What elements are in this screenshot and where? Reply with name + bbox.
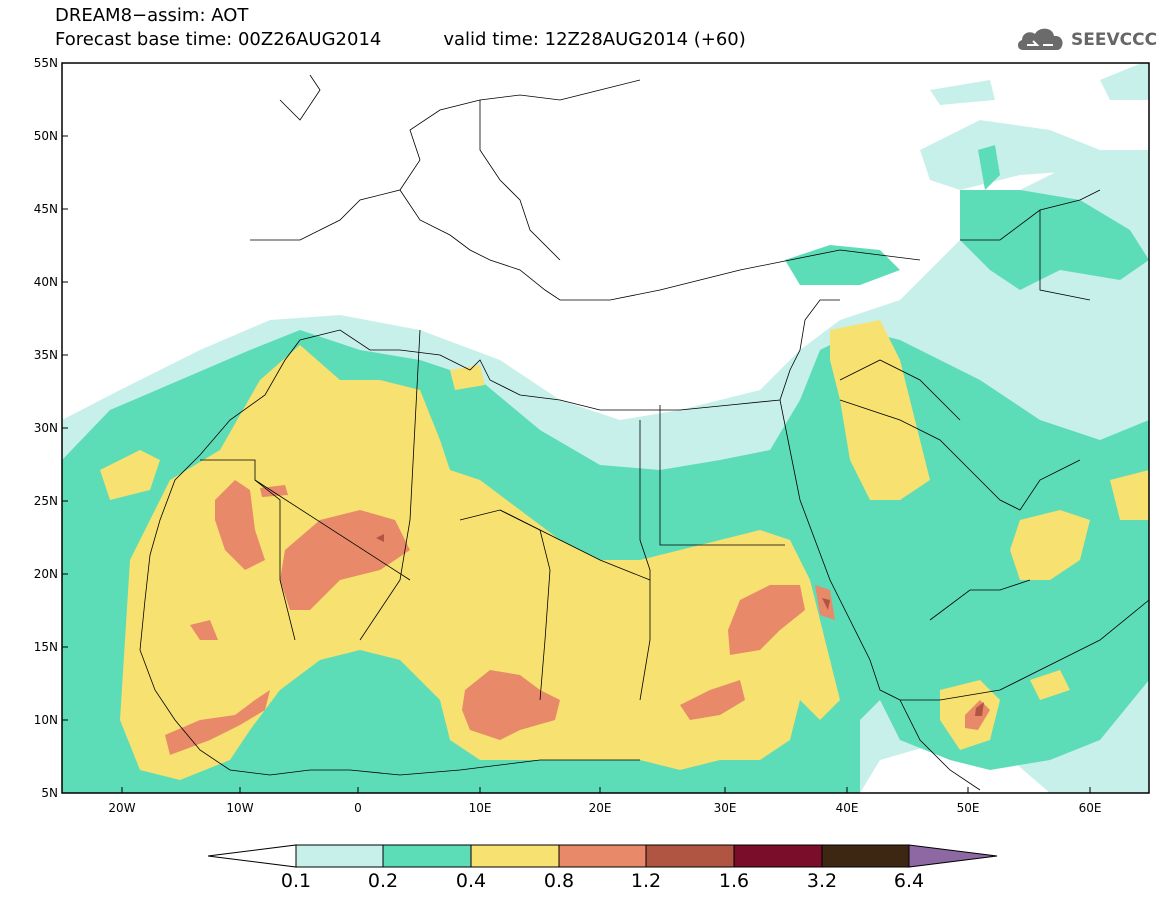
lon-tick-0: 0 [354,801,362,815]
lat-tick-35N: 35N [34,348,58,362]
colorbar-above-arrow [908,844,998,868]
colorbar-label: 0.8 [543,870,575,892]
lat-tick-45N: 45N [34,202,58,216]
colorbar-cell-0.1 [295,844,384,868]
lat-tick-30N: 30N [34,421,58,435]
coastlines-borders [139,74,1149,791]
colorbar-label: 0.2 [367,870,399,892]
colorbar-cell-0.4 [470,844,560,868]
aot-level-0.8 [165,480,990,755]
colorbar-label: 0.1 [280,870,312,892]
colorbar-label: 1.2 [630,870,662,892]
lat-tick-55N: 55N [34,56,58,70]
colorbar-below-arrow [207,844,297,868]
lon-axis: 20W 10W 0 10E 20E 30E 40E 50E 60E [108,801,1101,815]
lon-tick-10E: 10E [469,801,492,815]
lon-tick-20E: 20E [589,801,612,815]
forecast-base-time: Forecast base time: 00Z26AUG2014 [55,29,382,50]
valid-time: valid time: 12Z28AUG2014 (+60) [443,29,746,50]
map-subtitle: Forecast base time: 00Z26AUG2014 valid ti… [55,30,746,50]
lat-axis: 5N 10N 15N 20N 25N 30N 35N 40N 45N 50N 5… [34,56,58,800]
colorbar-cell-3.2 [821,844,910,868]
colorbar-label: 6.4 [893,870,925,892]
colorbar [207,844,998,868]
lon-tick-20W: 20W [108,801,135,815]
grid-ticks [62,135,1091,793]
lon-tick-30E: 30E [714,801,737,815]
lat-tick-15N: 15N [34,640,58,654]
colorbar-cell-1.2 [645,844,735,868]
colorbar-label: 0.4 [455,870,487,892]
colorbar-label: 1.6 [718,870,750,892]
lat-tick-50N: 50N [34,129,58,143]
colorbar-cell-0.8 [558,844,647,868]
colorbar-cell-0.2 [382,844,472,868]
map-frame [61,62,1150,794]
aot-level-1.2 [376,534,984,716]
seevccc-logo: SEEVCCC [1015,22,1158,56]
lat-tick-5N: 5N [41,786,58,800]
logo-text: SEEVCCC [1071,30,1158,50]
lon-tick-40E: 40E [836,801,859,815]
lat-tick-10N: 10N [34,713,58,727]
colorbar-cell-1.6 [733,844,823,868]
cloud-icon [1017,28,1063,50]
colorbar-label: 3.2 [806,870,838,892]
map-title: DREAM8−assim: AOT [55,5,249,26]
lat-tick-20N: 20N [34,567,58,581]
lon-tick-50E: 50E [957,801,980,815]
lat-tick-40N: 40N [34,275,58,289]
aot-field [62,63,1149,793]
lat-tick-25N: 25N [34,494,58,508]
lon-tick-10W: 10W [226,801,253,815]
lon-tick-60E: 60E [1079,801,1102,815]
